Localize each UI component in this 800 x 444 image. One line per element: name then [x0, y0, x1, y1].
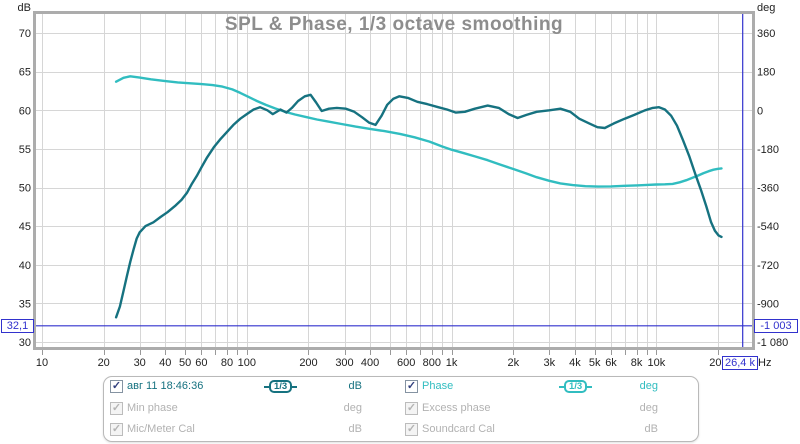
x-axis-unit: Hz — [758, 357, 771, 369]
x-tick-label: 20 — [98, 357, 110, 369]
x-tick-label: 10k — [648, 357, 666, 369]
badge-stub — [587, 385, 593, 388]
left-tick-label: 60 — [19, 105, 31, 117]
spl-smoothing-badge[interactable]: 1/3 — [264, 380, 298, 393]
mic-cal-checkbox[interactable]: ✓ — [110, 423, 123, 436]
badge-stub — [292, 385, 298, 388]
right-axis-unit: deg — [757, 2, 775, 14]
left-tick-label: 55 — [19, 144, 31, 156]
cursor-spl-readout: 32,1 — [1, 319, 34, 333]
x-tick-label: 1k — [446, 357, 458, 369]
gridlines — [36, 14, 752, 347]
left-tick-label: 45 — [19, 221, 31, 233]
x-tick-label: 2k — [507, 357, 519, 369]
legend-row-mic-cal: ✓ Mic/Meter Cal dB — [104, 423, 698, 437]
badge-text: 1/3 — [269, 380, 293, 393]
spl-trace-label[interactable]: авг 11 18:46:36 — [127, 380, 204, 392]
left-tick-label: 30 — [19, 337, 31, 349]
x-tick-label: 40 — [159, 357, 171, 369]
x-tick-label: 4k — [569, 357, 581, 369]
legend-panel: ✓ авг 11 18:46:36 1/3 dB ✓ Phase 1/3 deg… — [103, 376, 699, 442]
right-tick-label: -180 — [757, 144, 779, 156]
x-tick-label: 400 — [361, 357, 379, 369]
left-tick-label: 70 — [19, 28, 31, 40]
spl-checkbox[interactable]: ✓ — [110, 380, 123, 393]
x-tick-label: 3k — [543, 357, 555, 369]
right-tick-label: -1 080 — [757, 337, 788, 349]
min-phase-label: Min phase — [127, 402, 178, 414]
spl-trace — [114, 93, 723, 319]
check-icon: ✓ — [111, 402, 122, 414]
plot-svg-container: 70 65 60 55 50 45 40 35 30 360 180 0 -180 -360 -540 -72… — [18, 2, 789, 369]
x-axis-ticks — [42, 350, 719, 355]
cursor-phase-readout: -1 003 — [754, 319, 798, 333]
excess-phase-unit-label: deg — [639, 402, 658, 414]
soundcard-cal-checkbox[interactable]: ✓ — [405, 423, 418, 436]
x-tick-label: 10 — [36, 357, 48, 369]
cursor-freq-readout: 26,4 k — [722, 356, 758, 370]
axis-labels: 70 65 60 55 50 45 40 35 30 360 180 0 -180 -360 -540 -72… — [18, 2, 789, 369]
x-tick-label: 200 — [299, 357, 317, 369]
check-icon: ✓ — [111, 423, 122, 435]
x-tick-label: 800 — [423, 357, 441, 369]
legend-row-spl: ✓ авг 11 18:46:36 1/3 dB — [104, 380, 698, 394]
check-icon: ✓ — [406, 380, 417, 392]
chart-title: SPL & Phase, 1/3 octave smoothing — [224, 14, 564, 35]
badge-text: 1/3 — [564, 380, 588, 393]
x-tick-label: 300 — [335, 357, 353, 369]
legend-row-phase: ✓ Phase 1/3 deg — [104, 380, 698, 394]
x-tick-label: 100 — [238, 357, 256, 369]
soundcard-cal-unit-label: dB — [644, 423, 658, 435]
right-tick-label: -360 — [757, 183, 779, 195]
phase-trace-label[interactable]: Phase — [422, 380, 454, 392]
left-axis-unit: dB — [18, 2, 31, 14]
right-tick-label: 0 — [757, 105, 763, 117]
soundcard-cal-label: Soundcard Cal — [422, 423, 495, 435]
plot-frame — [33, 11, 755, 350]
x-tick-label: 80 — [221, 357, 233, 369]
phase-unit-label: deg — [639, 380, 658, 392]
check-icon: ✓ — [111, 380, 122, 392]
excess-phase-checkbox[interactable]: ✓ — [405, 402, 418, 415]
right-tick-label: -900 — [757, 298, 779, 310]
badge-stub — [264, 385, 269, 388]
legend-row-soundcard-cal: ✓ Soundcard Cal dB — [104, 423, 698, 437]
right-tick-label: -540 — [757, 221, 779, 233]
right-tick-label: -720 — [757, 260, 779, 272]
min-phase-unit-label: deg — [343, 402, 362, 414]
check-icon: ✓ — [406, 402, 417, 414]
legend-row-min-phase: ✓ Min phase deg — [104, 402, 698, 416]
right-tick-label: 360 — [757, 28, 775, 40]
right-tick-label: 180 — [757, 67, 775, 79]
badge-stub — [559, 385, 564, 388]
left-tick-label: 40 — [19, 260, 31, 272]
x-tick-label: 5k — [589, 357, 601, 369]
phase-trace — [114, 75, 723, 188]
mic-cal-unit-label: dB — [348, 423, 362, 435]
x-tick-label: 50 — [179, 357, 191, 369]
left-tick-label: 35 — [19, 298, 31, 310]
x-tick-label: 60 — [195, 357, 207, 369]
excess-phase-label: Excess phase — [422, 402, 491, 414]
x-tick-label: 8k — [631, 357, 643, 369]
x-tick-label: 30 — [134, 357, 146, 369]
spl-unit-label: dB — [348, 380, 362, 392]
plot-background — [36, 14, 752, 347]
phase-checkbox[interactable]: ✓ — [405, 380, 418, 393]
min-phase-checkbox[interactable]: ✓ — [110, 402, 123, 415]
left-tick-label: 65 — [19, 67, 31, 79]
x-tick-label: 600 — [397, 357, 415, 369]
legend-row-excess-phase: ✓ Excess phase deg — [104, 402, 698, 416]
phase-smoothing-badge[interactable]: 1/3 — [559, 380, 593, 393]
check-icon: ✓ — [406, 423, 417, 435]
mic-cal-label: Mic/Meter Cal — [127, 423, 195, 435]
x-tick-label: 6k — [605, 357, 617, 369]
left-tick-label: 50 — [19, 183, 31, 195]
